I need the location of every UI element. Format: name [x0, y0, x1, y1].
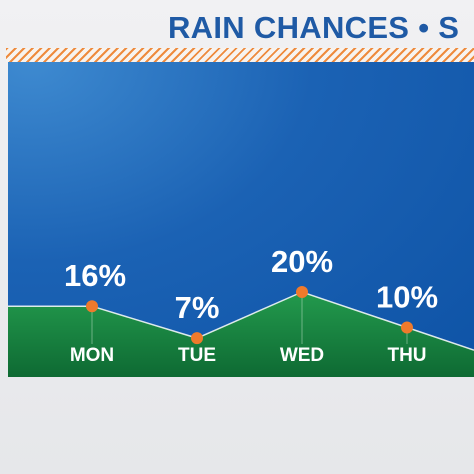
value-label-thu: 10%: [376, 280, 438, 315]
value-label-mon: 16%: [64, 258, 126, 293]
decorative-stripe: [6, 48, 474, 62]
data-point-wed: [296, 286, 308, 298]
chart-panel: 16% 7% 20% 10% MON TUE WED THU: [8, 62, 474, 377]
chart-title: RAIN CHANCES • S: [168, 10, 460, 45]
rain-chance-chart: 16% 7% 20% 10% MON TUE WED THU: [8, 244, 474, 377]
value-label-wed: 20%: [271, 244, 333, 279]
data-point-tue: [191, 332, 203, 345]
data-point-thu: [401, 321, 413, 334]
data-point-mon: [86, 300, 98, 313]
day-label-mon: MON: [70, 345, 114, 366]
rain-area: [8, 292, 474, 377]
value-label-tue: 7%: [175, 290, 220, 325]
day-label-wed: WED: [280, 345, 324, 366]
day-label-thu: THU: [387, 345, 426, 366]
rain-line: [8, 291, 474, 351]
day-label-tue: TUE: [178, 345, 216, 366]
